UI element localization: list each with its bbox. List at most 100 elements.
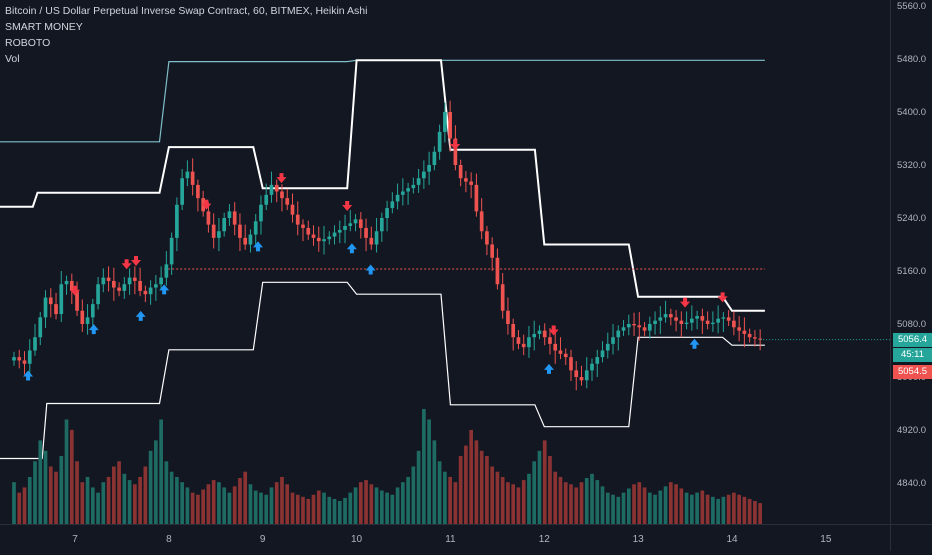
price-tick-label: 4840.0 bbox=[897, 478, 926, 489]
volume-bar bbox=[327, 496, 332, 524]
candle-body bbox=[711, 322, 715, 324]
current-price-tag: 5056.4 bbox=[893, 333, 932, 347]
candle-body bbox=[85, 317, 90, 324]
indicator-volume[interactable]: Vol bbox=[5, 53, 20, 65]
volume-bar bbox=[668, 482, 673, 524]
candle-body bbox=[637, 325, 642, 328]
volume-bar bbox=[663, 486, 668, 524]
volume-bar bbox=[133, 484, 137, 524]
volume-bar bbox=[511, 484, 516, 524]
candle-body bbox=[516, 337, 521, 344]
candle-body bbox=[379, 218, 384, 232]
volume-bar bbox=[379, 490, 384, 524]
volume-bar bbox=[553, 471, 558, 524]
volume-bar bbox=[159, 419, 163, 524]
volume-bar bbox=[148, 450, 153, 524]
price-tick-label: 5480.0 bbox=[897, 54, 926, 65]
candle-body bbox=[395, 194, 400, 202]
candle-body bbox=[695, 316, 699, 319]
volume-bar bbox=[222, 487, 227, 524]
candle-body bbox=[732, 320, 736, 328]
candle-body bbox=[485, 231, 489, 245]
volume-bar bbox=[385, 492, 389, 524]
candle-body bbox=[316, 237, 321, 242]
time-tick-label: 13 bbox=[633, 534, 645, 545]
volume-bar bbox=[758, 503, 762, 524]
candle-body bbox=[64, 280, 69, 285]
candle-body bbox=[311, 234, 316, 238]
candle-body bbox=[474, 184, 479, 212]
volume-bar bbox=[721, 496, 726, 524]
volume-bar bbox=[584, 478, 589, 524]
candle-body bbox=[747, 333, 752, 338]
time-axis[interactable] bbox=[0, 524, 890, 551]
candle-body bbox=[111, 280, 116, 288]
volume-bar bbox=[337, 501, 342, 524]
outer-lower-band bbox=[0, 281, 765, 460]
candle-body bbox=[190, 171, 195, 185]
volume-bar bbox=[548, 456, 552, 524]
volume-bar bbox=[732, 492, 736, 524]
volume-bar bbox=[27, 476, 32, 524]
volume-bar bbox=[653, 494, 657, 524]
volume-bar bbox=[154, 440, 158, 524]
indicator-smart-money[interactable]: SMART MONEY bbox=[5, 21, 83, 33]
indicator-roboto[interactable]: ROBOTO bbox=[5, 37, 51, 49]
price-tick-label: 5400.0 bbox=[897, 107, 926, 118]
sell-signal-arrow bbox=[680, 297, 691, 308]
volume-bar bbox=[364, 480, 368, 524]
volume-bar bbox=[232, 486, 237, 524]
candle-body bbox=[616, 330, 621, 338]
volume-bar bbox=[43, 450, 48, 524]
volume-bar bbox=[90, 487, 95, 524]
volume-bar bbox=[285, 484, 290, 524]
volume-bar bbox=[106, 476, 111, 524]
volume-bar bbox=[85, 476, 90, 524]
volume-bar bbox=[600, 486, 605, 524]
candle-body bbox=[679, 320, 684, 324]
candle-body bbox=[248, 234, 253, 245]
candle-body bbox=[122, 284, 127, 291]
volume-bar bbox=[726, 494, 731, 524]
volume-bar bbox=[343, 497, 347, 524]
volume-bar bbox=[458, 456, 463, 524]
sell-signal-arrow bbox=[121, 259, 132, 270]
price-tick-label: 5080.0 bbox=[897, 319, 926, 330]
volume-bar bbox=[590, 473, 594, 524]
buy-signal-arrow bbox=[88, 324, 99, 335]
volume-bar bbox=[632, 484, 636, 524]
candle-body bbox=[22, 360, 27, 364]
symbol-title[interactable]: Bitcoin / US Dollar Perpetual Inverse Sw… bbox=[5, 5, 368, 17]
volume-bar bbox=[427, 419, 431, 524]
volume-bar bbox=[642, 487, 647, 524]
volume-bar bbox=[621, 492, 626, 524]
buy-signal-arrow bbox=[159, 284, 170, 295]
low-price-tag: 5054.5 bbox=[893, 365, 932, 379]
candle-body bbox=[416, 178, 421, 185]
candle-body bbox=[626, 324, 631, 328]
volume-bar bbox=[690, 494, 694, 524]
axis-corner bbox=[890, 524, 932, 551]
volume-bar bbox=[716, 498, 720, 524]
volume-bar bbox=[201, 489, 206, 524]
candle-body bbox=[369, 237, 374, 245]
candle-body bbox=[337, 229, 342, 233]
price-axis[interactable] bbox=[890, 0, 932, 524]
candle-body bbox=[348, 223, 353, 226]
price-tick-label: 5560.0 bbox=[897, 1, 926, 12]
volume-bar bbox=[143, 466, 148, 524]
candle-body bbox=[511, 324, 516, 338]
volume-bar bbox=[22, 487, 27, 524]
volume-bar bbox=[479, 450, 484, 524]
volume-bar bbox=[485, 456, 489, 524]
buy-signal-arrow bbox=[253, 241, 264, 252]
candle-body bbox=[253, 221, 258, 235]
candle-body bbox=[106, 277, 111, 281]
volume-bar bbox=[227, 492, 232, 524]
volume-bar bbox=[169, 471, 174, 524]
volume-bar bbox=[243, 471, 248, 524]
volume-bar bbox=[311, 494, 316, 524]
time-tick-label: 10 bbox=[351, 534, 363, 545]
